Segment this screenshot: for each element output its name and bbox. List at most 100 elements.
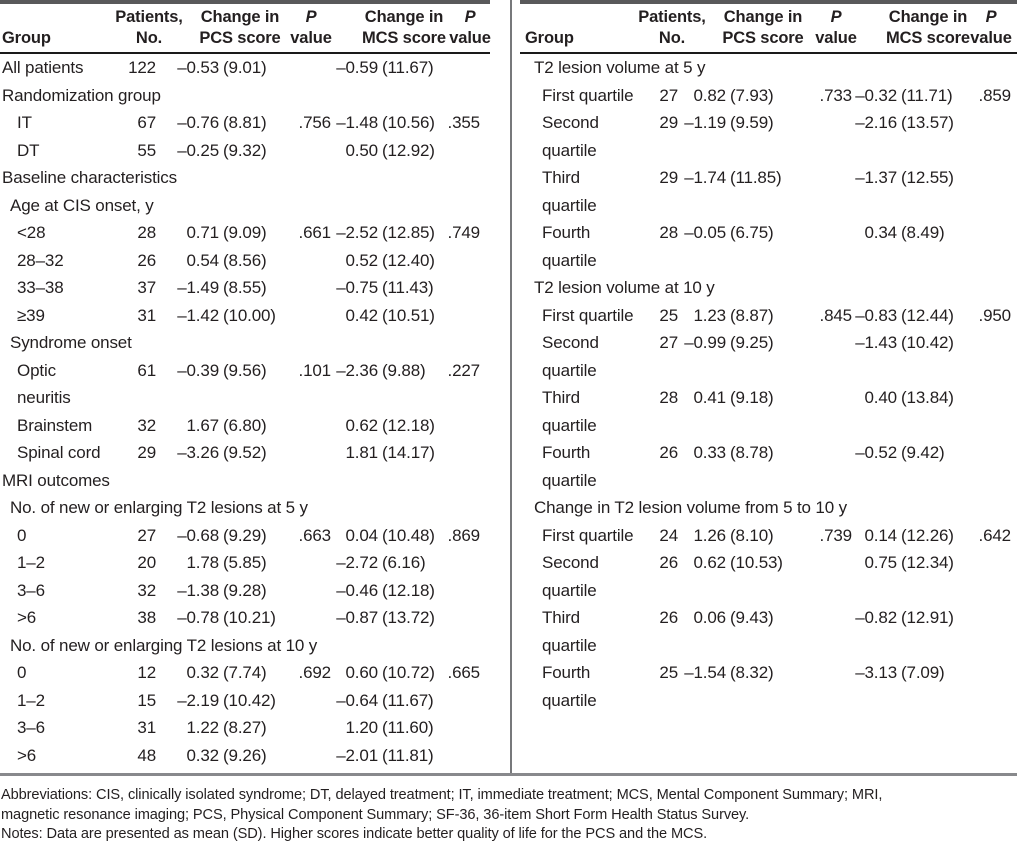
column-header-group: Group [2,28,51,49]
section-row: Syndrome onset [0,329,490,357]
group-cell: 1–2 [17,553,45,572]
mcs-change-cell: 0.52 (12.40) [331,247,438,275]
column-header-label: No. [658,29,686,47]
group-cell: 28–32 [17,250,64,270]
mcs-p-value-cell [964,549,1015,604]
table-row: Third quartile 28 0.41 (9.18) 0.40 (13.84) [520,384,1017,439]
mcs-sd-value: (11.43) [382,278,434,297]
mcs-p-value-cell [438,439,490,467]
pcs-sd-value: (10.53) [730,553,783,572]
pcs-change-cell: 1.78 (5.85) [156,549,288,577]
pcs-p-value-cell: .739 [819,525,853,545]
patients-count-cell: 28 [659,388,678,407]
group-cell: Second quartile [542,113,599,160]
mcs-p-value-cell: .749 [447,223,481,242]
pcs-mean-value: 0.32 [186,663,220,682]
group-cell: 1–2 [17,690,45,710]
mcs-mean-value: 0.04 [345,525,379,545]
mcs-change-cell: –2.72 (6.16) [331,549,438,577]
mcs-mean-value: –0.75 [336,278,378,297]
mcs-mean-value: –2.72 [336,553,378,572]
mcs-change-cell: 0.62 (12.18) [331,412,438,440]
mcs-sd-value: (9.42) [901,443,945,462]
pcs-mean-value: –1.74 [684,168,726,187]
group-cell: Fourth quartile [542,223,597,270]
table-row: Third quartile 29 –1.74 (11.85) –1.37 (12.55) [520,164,1017,219]
mcs-sd-value: (12.91) [901,608,954,627]
pcs-mean-value: 0.32 [186,745,220,765]
mcs-sd-value: (11.67) [382,58,434,77]
mcs-p-value-cell [438,412,490,440]
group-cell: Brainstem [17,415,93,435]
section-label: Age at CIS onset, y [10,195,154,215]
mcs-p-value-cell [964,164,1015,219]
pcs-sd-value: (8.55) [223,278,267,297]
pcs-change-cell: 0.33 (8.78) [678,439,808,494]
footnote-notes: Notes: Data are presented as mean (SD). … [1,826,708,842]
pcs-p-value-cell [808,549,852,604]
mcs-mean-value: –0.52 [855,443,897,462]
column-header-p-value: P value [815,7,857,49]
pcs-mean-value: 0.33 [693,443,727,462]
right-table-body: T2 lesion volume at 5 y First quartile 27 0… [520,54,1017,714]
column-header-label: PCS score [722,29,804,47]
column-divider [510,0,512,774]
table-row: DT 55 –0.25 (9.32) 0.50 (12.92) [0,137,490,165]
pcs-change-cell: –0.05 (6.75) [678,219,808,274]
mcs-sd-value: (14.17) [382,443,435,462]
mcs-sd-value: (11.81) [382,745,434,765]
group-cell: 3–6 [17,718,45,737]
pcs-mean-value: –0.39 [177,360,219,380]
pcs-mean-value: 0.62 [693,553,727,572]
mcs-mean-value: –0.87 [336,608,378,627]
mcs-p-value-cell [964,659,1015,714]
column-header-label: Change in [723,8,803,26]
pcs-p-value-cell [808,604,852,659]
mcs-mean-value: –3.13 [855,663,897,682]
mcs-p-value-cell [964,219,1015,274]
mcs-change-cell: –0.87 (13.72) [331,604,438,632]
pcs-change-cell: 0.06 (9.43) [678,604,808,659]
section-row: MRI outcomes [0,467,490,495]
group-cell: >6 [17,745,37,765]
pcs-mean-value: –0.99 [684,333,726,352]
mcs-change-cell: –0.52 (9.42) [852,439,964,494]
pcs-change-cell: –2.19 (10.42) [156,687,288,715]
pcs-p-value-cell [808,329,852,384]
mcs-p-value-cell [438,137,490,165]
pcs-p-value-cell [288,549,331,577]
table-row: First quartile 27 0.82 (7.93) .733 –0.32 (11.7… [520,82,1017,110]
column-header-p-value: P value [290,7,332,49]
mcs-p-value-cell: .665 [447,663,481,682]
section-label: Randomization group [2,85,161,105]
section-row: Baseline characteristics [0,164,490,192]
table-row: Second quartile 29 –1.19 (9.59) –2.16 (13.57) [520,109,1017,164]
pcs-p-value-cell: .101 [298,360,332,380]
group-cell: Third quartile [542,168,597,215]
patients-count-cell: 27 [659,85,678,105]
pcs-sd-value: (8.78) [730,443,774,462]
group-cell: Second quartile [542,333,599,380]
column-header-label: value [449,29,491,47]
mcs-change-cell: 1.20 (11.60) [331,714,438,742]
mcs-sd-value: (10.72) [382,663,435,682]
patients-count-cell: 15 [137,690,156,710]
mcs-change-cell: –1.37 (12.55) [852,164,964,219]
pcs-change-cell: –0.76 (8.81) [156,109,288,137]
patients-count-cell: 28 [659,223,678,242]
patients-count-cell: 67 [137,113,156,132]
table-row: All patients 122 –0.53 (9.01) –0.59 (11.67) [0,54,490,82]
patients-count-cell: 31 [137,305,156,325]
group-cell: Third quartile [542,388,597,435]
pcs-mean-value: –1.19 [684,113,726,132]
mcs-sd-value: (12.85) [382,223,435,242]
header-rule [520,52,1017,54]
pcs-sd-value: (7.93) [730,85,774,105]
patients-count-cell: 26 [659,608,678,627]
left-table: Group Patients, No. Change in PCS score … [0,0,491,769]
mcs-sd-value: (11.67) [382,690,434,710]
table-row: Fourth quartile 26 0.33 (8.78) –0.52 (9.42) [520,439,1017,494]
patients-count-cell: 25 [659,663,678,682]
pcs-mean-value: –0.78 [177,608,219,627]
mcs-sd-value: (8.49) [901,223,945,242]
